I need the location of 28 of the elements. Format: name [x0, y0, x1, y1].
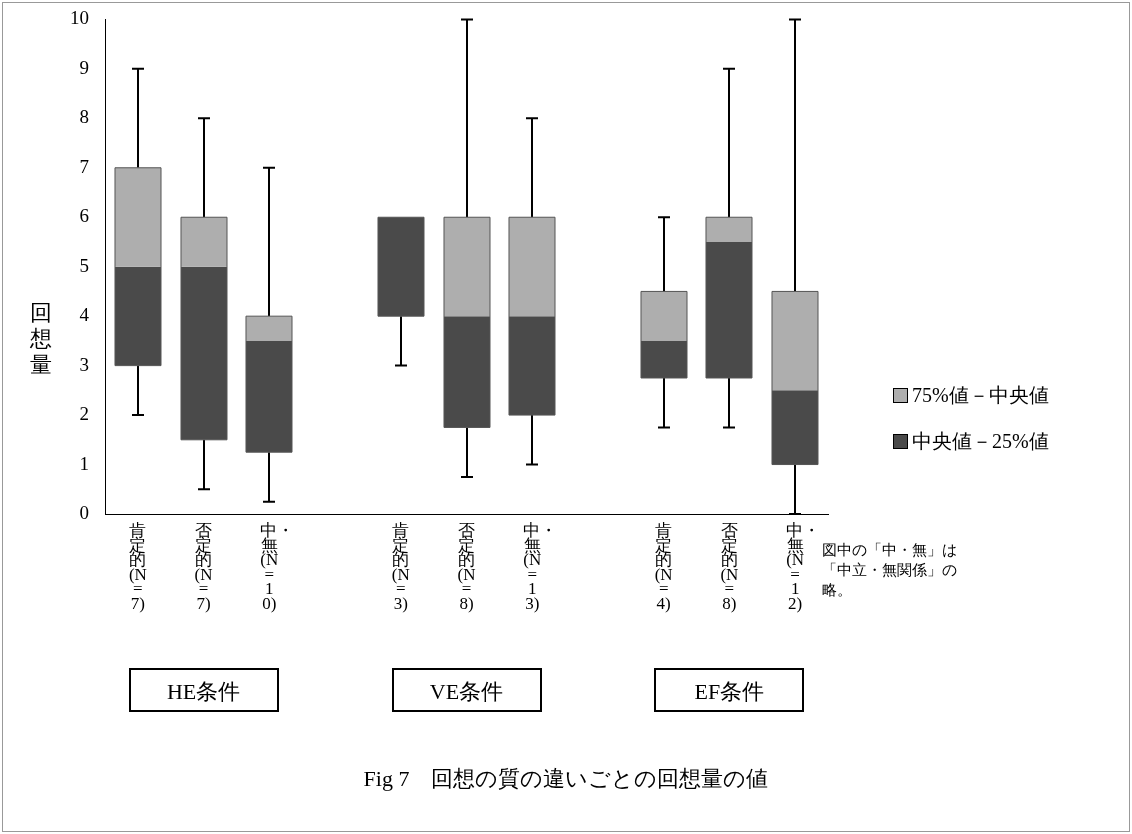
x-tick-label: 中・無(N=10): [260, 521, 295, 613]
x-tick-label: 肯定的(N=3): [391, 521, 410, 613]
x-tick-label: 中・無(N=12): [786, 521, 821, 613]
text: 75%値－中央値: [911, 383, 1049, 407]
x-tick-label: 否定的(N=7): [194, 521, 213, 613]
text: Fig 7 回想の質の違いごとの回想量の値: [362, 765, 770, 793]
text: HE条件: [128, 668, 279, 712]
y-tick-label: 8: [79, 106, 89, 128]
text: EF条件: [654, 668, 805, 712]
text: VE条件: [391, 668, 542, 712]
y-tick-label: 9: [79, 56, 89, 78]
y-tick-label: 4: [79, 304, 90, 326]
x-tick-label: 否定的(N=8): [457, 521, 476, 613]
y-tick-label: 1: [79, 452, 89, 474]
y-tick-label: 5: [79, 254, 89, 276]
y-tick-label: 2: [79, 403, 89, 425]
y-axis-title: 回想量: [30, 300, 53, 378]
y-tick-label: 10: [70, 7, 89, 29]
y-tick-label: 0: [79, 501, 89, 523]
x-tick-label: 否定的(N=8): [720, 521, 739, 613]
x-tick-label: 肯定的(N=4): [654, 521, 673, 613]
y-tick-label: 7: [79, 155, 89, 177]
y-tick-label: 3: [79, 353, 89, 375]
text: 中央値－25%値: [911, 429, 1049, 453]
text: 図中の「中・無」は「中立・無関係」の略。: [822, 541, 958, 600]
x-tick-label: 中・無(N=13): [523, 521, 558, 613]
x-tick-label: 肯定的(N=7): [128, 521, 147, 613]
y-tick-label: 6: [79, 205, 89, 227]
